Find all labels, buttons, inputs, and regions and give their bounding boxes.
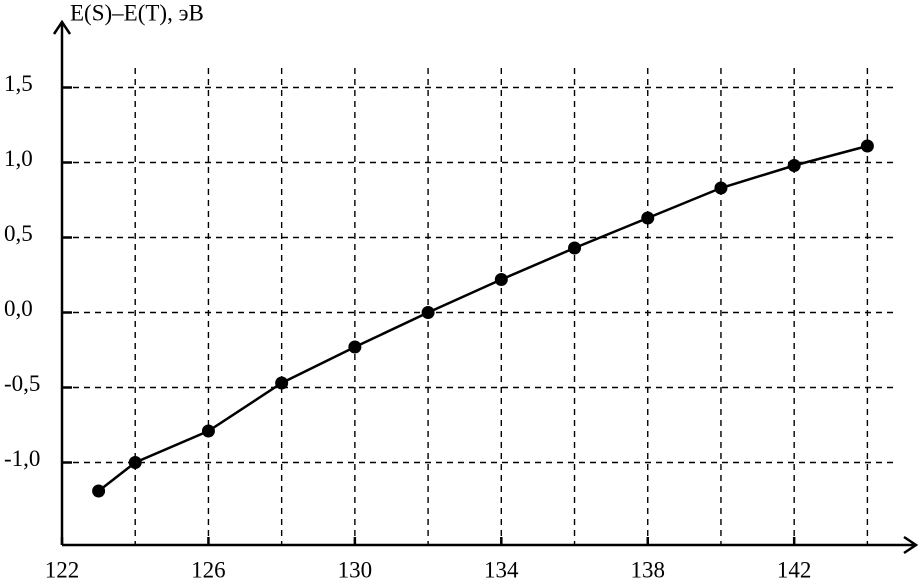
- x-tick-label: 142: [777, 557, 812, 582]
- point: [348, 340, 362, 354]
- y-tick-label: -0,5: [4, 371, 40, 396]
- y-tick-label: -1,0: [4, 446, 40, 471]
- x-tick-label: 130: [338, 557, 373, 582]
- y-tick-label: 1,5: [4, 71, 33, 96]
- point: [714, 181, 728, 195]
- y-tick-label: 0,5: [4, 221, 33, 246]
- y-tick-label: 1,0: [4, 146, 33, 171]
- point: [92, 484, 106, 498]
- x-tick-label: 134: [484, 557, 519, 582]
- point: [128, 456, 142, 469]
- point: [787, 159, 801, 172]
- point: [494, 273, 508, 286]
- point: [201, 424, 215, 438]
- point: [860, 139, 874, 153]
- y-axis: [52, 19, 72, 545]
- point: [641, 211, 655, 225]
- y-tick-label: 0,0: [4, 296, 33, 321]
- y-axis-label: E(S)–E(T), эВ: [70, 0, 204, 25]
- x-tick-label: 126: [191, 557, 226, 582]
- point: [275, 376, 289, 390]
- x-tick-label: 138: [630, 557, 665, 582]
- line: [97, 144, 868, 492]
- x-tick-label: 122: [45, 557, 80, 582]
- point: [421, 306, 435, 319]
- x-axis: [62, 535, 919, 555]
- point: [568, 241, 582, 255]
